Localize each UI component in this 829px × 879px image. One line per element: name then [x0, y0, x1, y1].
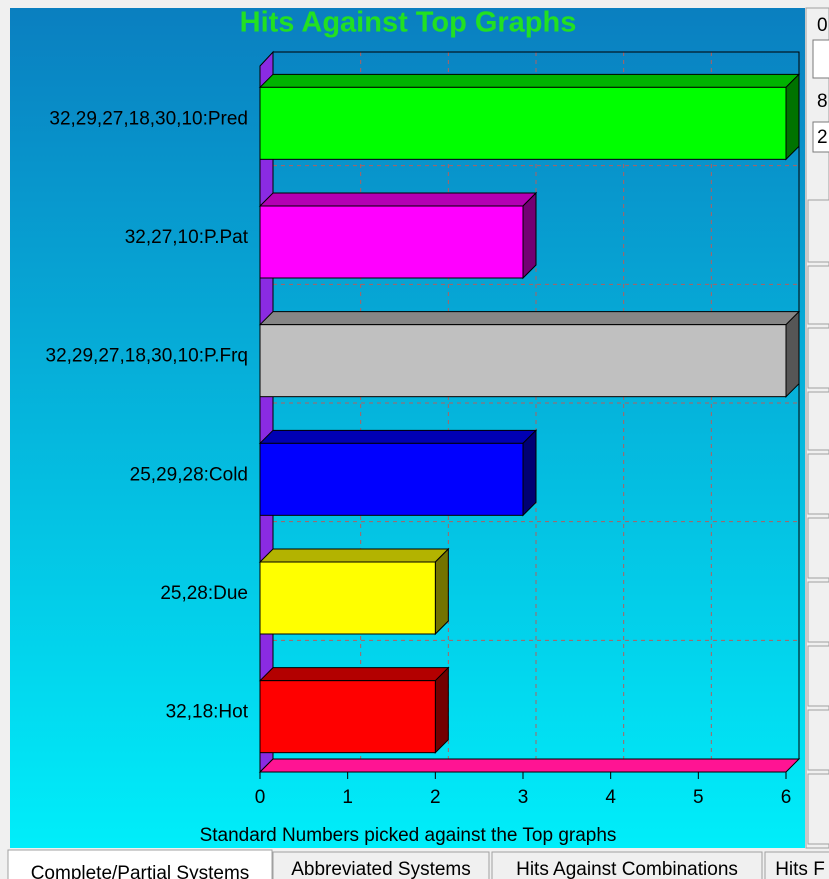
chart-title: Hits Against Top Graphs — [240, 7, 577, 39]
button[interactable] — [807, 265, 829, 325]
x-tick-label: 5 — [693, 787, 704, 808]
bar-top — [258, 311, 801, 326]
panel-value: 2 — [817, 127, 828, 148]
y-tick-label: 32,29,27,18,30,10:P.Frq — [46, 346, 248, 367]
x-tick-label: 3 — [518, 787, 529, 808]
button[interactable] — [807, 645, 829, 707]
x-tick-label: 2 — [430, 787, 441, 808]
x-tick-label: 0 — [255, 787, 266, 808]
tab[interactable] — [272, 851, 490, 879]
bar-top — [258, 73, 801, 88]
tab-label: Hits Against Combinations — [516, 859, 738, 879]
tab-strip: Complete/Partial Systems Abbreviated Syst… — [7, 849, 829, 879]
tab-label: Hits F — [775, 859, 825, 879]
input-box[interactable] — [812, 39, 829, 79]
button[interactable] — [807, 453, 829, 515]
bar-side — [785, 73, 800, 161]
bar-side — [522, 191, 537, 280]
tab[interactable] — [491, 851, 763, 879]
bar-side — [434, 666, 449, 754]
y-tick-label: 25,29,28:Cold — [130, 464, 248, 485]
x-tick-label: 6 — [781, 787, 792, 808]
x-axis-label: Standard Numbers picked against the Top … — [200, 825, 617, 846]
button[interactable] — [807, 327, 829, 389]
button[interactable] — [807, 773, 829, 845]
side-panel: 0 8 2 — [805, 7, 829, 849]
tab-label: Abbreviated Systems — [291, 859, 471, 879]
tab[interactable] — [7, 849, 273, 879]
bar — [259, 86, 787, 160]
bar — [259, 205, 524, 279]
bar — [259, 561, 436, 635]
y-tick-label: 32,27,10:P.Pat — [125, 227, 249, 248]
bar-side — [785, 310, 800, 398]
tab-label: Complete/Partial Systems — [31, 863, 250, 879]
bar-top — [258, 192, 538, 207]
tab[interactable] — [764, 851, 829, 879]
bar-top — [258, 548, 450, 563]
panel-label: 8 — [817, 91, 828, 112]
bar — [259, 324, 787, 398]
bar — [259, 442, 524, 516]
bar-side — [434, 547, 449, 636]
panel-label: 0 — [817, 15, 828, 36]
button[interactable] — [807, 391, 829, 451]
bar-top — [258, 429, 538, 444]
button[interactable] — [807, 709, 829, 771]
bar-side — [522, 429, 537, 517]
button[interactable] — [807, 581, 829, 643]
button[interactable] — [807, 517, 829, 579]
x-tick-label: 1 — [342, 787, 353, 808]
x-tick-label: 4 — [605, 787, 616, 808]
bar-top — [258, 667, 450, 682]
left-wall — [259, 50, 274, 774]
y-tick-label: 32,18:Hot — [166, 702, 249, 723]
button[interactable] — [807, 199, 829, 263]
bar — [259, 680, 436, 754]
y-tick-label: 25,28:Due — [160, 583, 248, 604]
y-tick-label: 32,29,27,18,30,10:Pred — [49, 108, 248, 129]
floor — [258, 758, 801, 773]
input-box[interactable] — [812, 121, 829, 153]
